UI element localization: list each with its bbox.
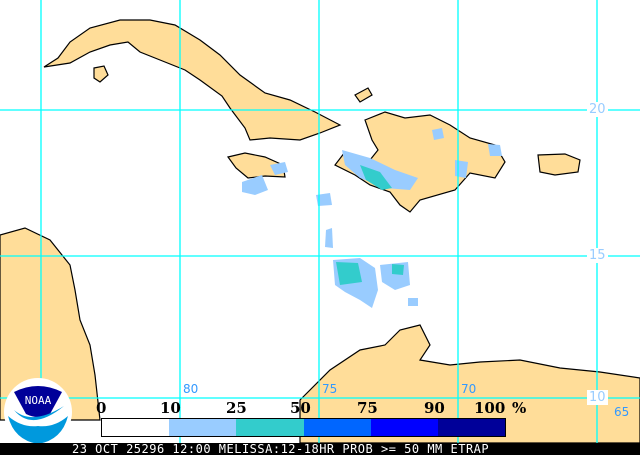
legend-swatch <box>102 419 170 436</box>
legend-tick: 0 <box>96 399 107 417</box>
land <box>0 19 640 444</box>
latitude-label: 15 <box>587 248 608 263</box>
logo-text: NOAA <box>25 394 52 407</box>
noaa-logo: NOAA <box>4 378 72 446</box>
south-america <box>299 324 640 444</box>
longitude-label: 65 <box>614 405 630 419</box>
legend-swatch <box>169 419 237 436</box>
longitude-label: 80 <box>183 382 199 396</box>
color-legend <box>101 418 506 437</box>
latitude-label: 10 <box>587 390 608 405</box>
legend-tick: 90 <box>424 399 445 417</box>
jamaica <box>226 152 286 179</box>
legend-tick: 100 <box>474 399 506 417</box>
legend-tick: 25 <box>226 399 247 417</box>
puerto-rico <box>537 153 581 176</box>
longitude-label: 75 <box>322 382 338 396</box>
graticule <box>0 0 640 443</box>
longitude-label: 70 <box>461 382 477 396</box>
legend-swatch <box>370 419 438 436</box>
legend-swatch <box>437 419 506 436</box>
legend-tick: 10 <box>160 399 181 417</box>
isla-de-la-juventud <box>93 65 109 83</box>
legend-swatch <box>303 419 371 436</box>
legend-unit: % <box>512 399 527 417</box>
precipitation-probability <box>242 128 502 308</box>
cuba <box>43 19 342 141</box>
latitude-label: 20 <box>587 102 608 117</box>
legend-tick: 50 <box>290 399 311 417</box>
bahamas-island <box>354 87 373 103</box>
legend-swatch <box>236 419 304 436</box>
legend-tick: 75 <box>357 399 378 417</box>
product-caption: 23 OCT 25296 12:00 MELISSA:12-18HR PROB … <box>0 443 640 455</box>
